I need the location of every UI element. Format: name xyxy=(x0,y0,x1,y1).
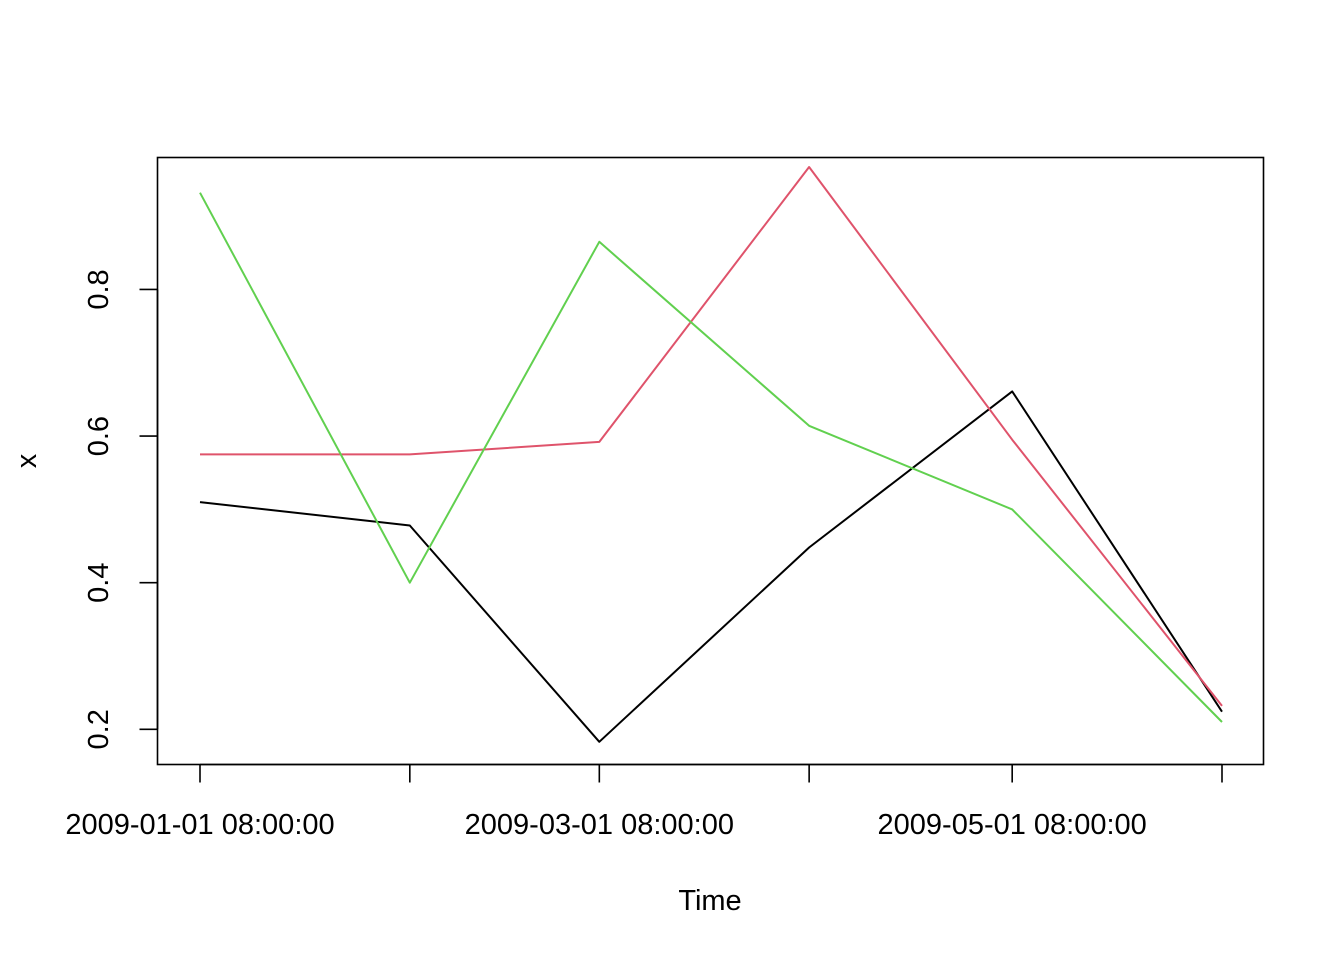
x-axis: 2009-01-01 08:00:00 2009-03-01 08:00:00 20… xyxy=(65,763,1223,841)
series-line-1 xyxy=(199,390,1223,743)
x-tick-label: 2009-03-01 08:00:00 xyxy=(465,809,734,841)
y-axis: 0.2 0.4 0.6 0.8 xyxy=(83,269,159,749)
x-axis-label: Time xyxy=(678,885,741,917)
series-layer xyxy=(199,166,1223,743)
y-tick-label: 0.2 xyxy=(83,709,115,749)
y-tick-label: 0.4 xyxy=(83,563,115,603)
y-tick-label: 0.8 xyxy=(83,269,115,309)
series-line-3 xyxy=(199,192,1223,723)
y-axis-label: x xyxy=(11,453,43,468)
y-tick-label: 0.6 xyxy=(83,416,115,456)
plot-box xyxy=(156,156,1265,766)
x-tick-label: 2009-01-01 08:00:00 xyxy=(65,809,334,841)
series-line-2 xyxy=(200,166,1223,707)
x-tick-label: 2009-05-01 08:00:00 xyxy=(878,809,1147,841)
